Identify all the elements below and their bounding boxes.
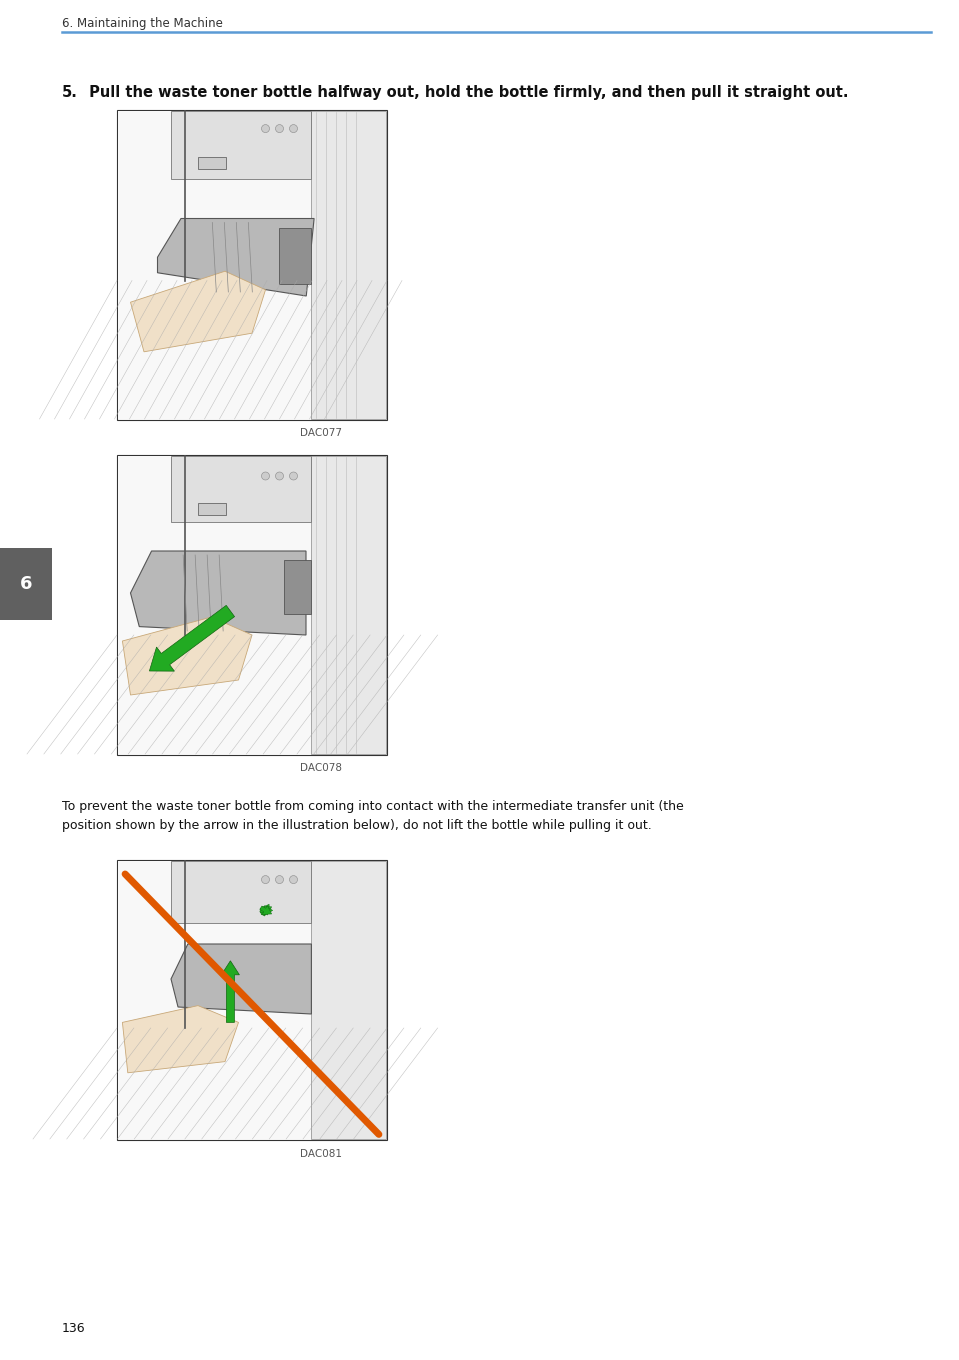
Polygon shape	[130, 551, 306, 635]
Bar	[117, 456, 387, 755]
Text: 136: 136	[62, 1322, 85, 1336]
FancyArrow shape	[261, 904, 269, 917]
Circle shape	[290, 125, 297, 132]
Text: DAC078: DAC078	[300, 763, 342, 772]
Circle shape	[262, 876, 269, 884]
Bar	[171, 112, 312, 180]
Circle shape	[262, 472, 269, 480]
Text: DAC077: DAC077	[300, 428, 342, 438]
Bar	[312, 112, 386, 419]
Circle shape	[290, 876, 297, 884]
Bar	[117, 110, 387, 420]
Circle shape	[275, 125, 284, 132]
Polygon shape	[171, 944, 312, 1015]
Text: DAC081: DAC081	[300, 1149, 342, 1159]
Polygon shape	[123, 1005, 239, 1073]
Bar	[285, 560, 312, 613]
Bar	[198, 503, 226, 515]
Bar	[117, 860, 387, 1140]
Bar	[312, 861, 386, 1140]
Circle shape	[275, 876, 284, 884]
FancyArrow shape	[260, 906, 271, 914]
Circle shape	[262, 125, 269, 132]
Bar	[312, 456, 386, 753]
FancyArrow shape	[260, 906, 272, 915]
Text: To prevent the waste toner bottle from coming into contact with the intermediate: To prevent the waste toner bottle from c…	[62, 800, 684, 832]
Polygon shape	[130, 271, 266, 352]
Text: 5.: 5.	[62, 84, 78, 101]
Bar	[118, 112, 386, 419]
Polygon shape	[157, 219, 315, 296]
FancyArrow shape	[222, 960, 240, 1023]
Bar	[171, 861, 312, 922]
Circle shape	[290, 472, 297, 480]
Text: 6: 6	[20, 575, 33, 593]
Bar	[118, 861, 386, 1140]
FancyArrow shape	[150, 605, 235, 670]
Polygon shape	[123, 617, 252, 695]
Circle shape	[275, 472, 284, 480]
Bar	[118, 456, 386, 753]
Bar	[198, 156, 226, 169]
Text: Pull the waste toner bottle halfway out, hold the bottle firmly, and then pull i: Pull the waste toner bottle halfway out,…	[84, 84, 849, 101]
FancyArrow shape	[260, 907, 271, 915]
Bar	[279, 227, 312, 284]
Text: 6. Maintaining the Machine: 6. Maintaining the Machine	[62, 18, 222, 30]
Bar	[0, 548, 52, 620]
Bar	[171, 456, 312, 522]
